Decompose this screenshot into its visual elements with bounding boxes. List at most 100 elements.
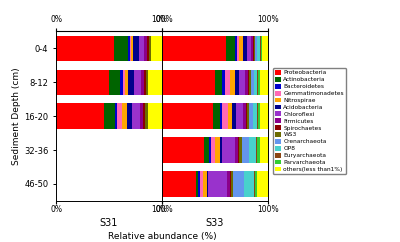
Bar — [230, 171, 231, 197]
Bar — [125, 70, 128, 95]
Bar — [246, 104, 247, 129]
Bar — [196, 171, 198, 197]
Legend: Proteobacteria, Actinobacteria, Bacteroidetes, Gemmatimonadetes, Nitrospirae, Ac: Proteobacteria, Actinobacteria, Bacteroi… — [273, 68, 346, 174]
Bar — [258, 137, 260, 163]
Bar — [230, 70, 235, 95]
Bar — [249, 70, 251, 95]
Bar — [213, 104, 220, 129]
Bar — [248, 70, 249, 95]
Bar — [144, 36, 147, 61]
Bar — [144, 70, 146, 95]
Bar — [245, 70, 248, 95]
Bar — [260, 36, 262, 61]
Bar — [127, 104, 132, 129]
Bar — [149, 36, 151, 61]
Bar — [118, 104, 122, 129]
Bar — [232, 104, 236, 129]
Bar — [145, 104, 148, 129]
Bar — [56, 70, 109, 95]
Bar — [260, 70, 268, 95]
Bar — [109, 70, 120, 95]
Bar — [203, 171, 206, 197]
Bar — [242, 104, 246, 129]
Bar — [146, 70, 148, 95]
Bar — [254, 70, 258, 95]
Bar — [120, 70, 123, 95]
Bar — [206, 171, 208, 197]
Bar — [104, 104, 115, 129]
Text: Relative abundance (%): Relative abundance (%) — [108, 232, 216, 241]
Bar — [258, 70, 260, 95]
Bar — [134, 70, 141, 95]
Bar — [237, 36, 239, 61]
Bar — [143, 104, 145, 129]
Bar — [148, 70, 162, 95]
Bar — [254, 171, 255, 197]
Bar — [251, 36, 253, 61]
Bar — [236, 104, 242, 129]
X-axis label: S31: S31 — [100, 218, 118, 228]
Bar — [256, 137, 258, 163]
Bar — [148, 104, 162, 129]
Bar — [122, 104, 127, 129]
Bar — [255, 36, 258, 61]
Bar — [211, 137, 215, 163]
Bar — [208, 171, 227, 197]
Bar — [244, 171, 254, 197]
Bar — [162, 171, 196, 197]
Bar — [162, 70, 215, 95]
Bar — [151, 36, 162, 61]
Bar — [255, 171, 258, 197]
Bar — [226, 36, 235, 61]
Bar — [130, 36, 131, 61]
Bar — [235, 70, 239, 95]
Bar — [141, 70, 144, 95]
Bar — [253, 104, 258, 129]
Bar — [162, 137, 204, 163]
Bar — [239, 36, 242, 61]
Bar — [228, 104, 232, 129]
Bar — [258, 171, 268, 197]
Bar — [162, 104, 213, 129]
Bar — [254, 36, 255, 61]
Bar — [222, 70, 224, 95]
Bar — [242, 137, 249, 163]
Bar — [115, 104, 118, 129]
Bar — [139, 36, 144, 61]
Bar — [140, 104, 143, 129]
Bar — [239, 70, 245, 95]
Bar — [235, 36, 237, 61]
Bar — [253, 36, 254, 61]
Bar — [56, 104, 104, 129]
Bar — [132, 104, 140, 129]
Bar — [258, 104, 260, 129]
Bar — [123, 70, 125, 95]
Bar — [220, 137, 222, 163]
Bar — [260, 104, 268, 129]
Bar — [222, 104, 228, 129]
Bar — [128, 70, 134, 95]
Bar — [238, 137, 239, 163]
Bar — [227, 171, 230, 197]
Bar — [147, 36, 149, 61]
Bar — [222, 137, 235, 163]
X-axis label: S33: S33 — [206, 218, 224, 228]
Bar — [131, 36, 133, 61]
Bar — [260, 137, 268, 163]
Bar — [220, 104, 222, 129]
Bar — [233, 171, 244, 197]
Bar — [224, 70, 230, 95]
Bar — [200, 171, 203, 197]
Bar — [251, 70, 254, 95]
Bar — [56, 36, 114, 61]
Bar — [231, 171, 233, 197]
Bar — [239, 137, 242, 163]
Bar — [215, 70, 222, 95]
Bar — [128, 36, 130, 61]
Bar — [204, 137, 209, 163]
Bar — [235, 137, 238, 163]
Y-axis label: Sediment Depth (cm): Sediment Depth (cm) — [12, 67, 21, 165]
Bar — [198, 171, 200, 197]
Bar — [209, 137, 211, 163]
Bar — [247, 104, 249, 129]
